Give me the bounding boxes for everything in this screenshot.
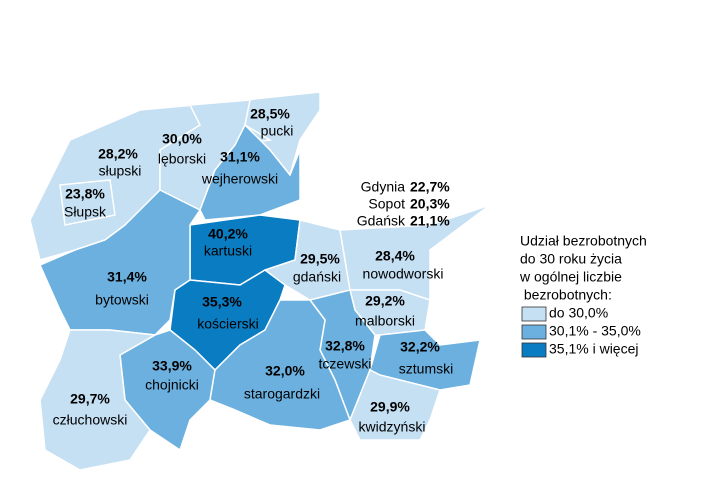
legend-swatch bbox=[521, 342, 547, 358]
region-value: 28,5% bbox=[250, 106, 290, 122]
region-value: 40,2% bbox=[208, 226, 248, 242]
city-name: Gdańsk bbox=[357, 213, 406, 229]
region-name: tczewski bbox=[319, 356, 372, 372]
region-name: kościerski bbox=[197, 316, 258, 332]
region-name: gdański bbox=[293, 269, 341, 285]
region bbox=[39, 329, 158, 471]
region-value: 29,2% bbox=[365, 293, 405, 309]
region bbox=[59, 179, 116, 226]
legend-label: 30,1% - 35,0% bbox=[549, 323, 641, 339]
legend-title: do 30 roku życia bbox=[520, 251, 622, 267]
region-value: 30,0% bbox=[162, 131, 202, 147]
region-value: 35,3% bbox=[202, 294, 242, 310]
city-value: 22,7% bbox=[410, 179, 450, 195]
region-name: wejherowski bbox=[201, 171, 278, 187]
region-name: lęborski bbox=[158, 151, 206, 167]
region-name: pucki bbox=[261, 123, 294, 139]
legend-label: 35,1% i więcej bbox=[549, 341, 639, 357]
region-name: słupski bbox=[99, 163, 142, 179]
region-name: nowodworski bbox=[363, 266, 444, 282]
region-name: chojnicki bbox=[145, 377, 199, 393]
legend-title: Udział bezrobotnych bbox=[520, 233, 647, 249]
city-name: Sopot bbox=[368, 196, 405, 212]
city-name: Gdynia bbox=[361, 179, 406, 195]
city-value: 21,1% bbox=[410, 213, 450, 229]
legend-label: do 30,0% bbox=[549, 305, 608, 321]
region-name: kartuski bbox=[204, 243, 252, 259]
region bbox=[209, 299, 351, 431]
legend-title: w ogólnej liczbie bbox=[519, 269, 622, 285]
region-value: 29,9% bbox=[370, 399, 410, 415]
region-value: 33,9% bbox=[152, 358, 192, 374]
region-value: 29,7% bbox=[70, 391, 110, 407]
region-name: Słupsk bbox=[64, 204, 107, 220]
region bbox=[349, 368, 441, 441]
region-value: 23,8% bbox=[65, 186, 105, 202]
region-value: 32,2% bbox=[400, 339, 440, 355]
region-name: sztumski bbox=[399, 361, 453, 377]
region-name: starogardzki bbox=[244, 386, 320, 402]
city-value: 20,3% bbox=[410, 196, 450, 212]
region-value: 28,4% bbox=[375, 248, 415, 264]
region-value: 28,2% bbox=[98, 146, 138, 162]
legend-title: bezrobotnych: bbox=[520, 287, 612, 303]
region-name: człuchowski bbox=[53, 412, 128, 428]
legend-swatch bbox=[521, 306, 547, 322]
region-name: bytowski bbox=[95, 292, 149, 308]
region-value: 29,5% bbox=[300, 251, 340, 267]
legend-swatch bbox=[521, 324, 547, 340]
region-value: 31,4% bbox=[107, 269, 147, 285]
region-value: 31,1% bbox=[220, 149, 260, 165]
region-name: malborski bbox=[355, 313, 415, 329]
region-value: 32,0% bbox=[265, 363, 305, 379]
region-value: 32,8% bbox=[325, 338, 365, 354]
region-name: kwidzyński bbox=[359, 419, 426, 435]
